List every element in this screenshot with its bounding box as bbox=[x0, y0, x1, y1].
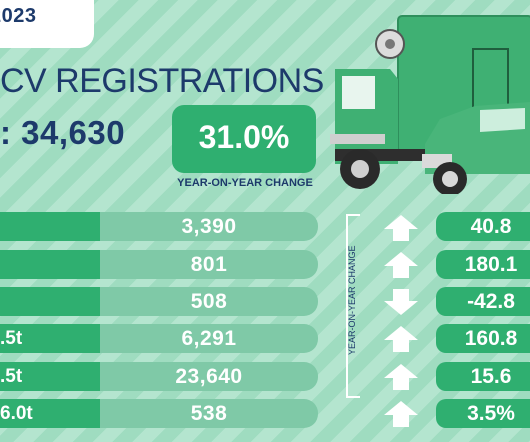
table-row: .5t 23,640 bbox=[0, 362, 320, 391]
table-row: 801 bbox=[0, 250, 320, 279]
table-row: 6.0t 538 bbox=[0, 399, 320, 428]
row-value: 801 bbox=[190, 253, 228, 276]
row-value: 23,640 bbox=[175, 365, 243, 388]
row-value: 3,390 bbox=[181, 215, 237, 238]
table-row: 508 bbox=[0, 287, 320, 316]
change-box: 15.6 bbox=[436, 362, 530, 391]
pickup-icon bbox=[422, 102, 530, 194]
total-registrations: : 34,630 bbox=[0, 114, 126, 151]
row-value: 6,291 bbox=[181, 327, 237, 350]
change-box: 160.8 bbox=[436, 324, 530, 353]
change-value: 3.5% bbox=[467, 402, 515, 425]
change-value: 15.6 bbox=[470, 365, 512, 388]
row-label: .5t bbox=[0, 328, 23, 349]
change-value: 160.8 bbox=[464, 327, 518, 350]
row-value: 508 bbox=[190, 290, 228, 313]
change-box: 40.8 bbox=[436, 212, 530, 241]
row-value: 538 bbox=[190, 402, 228, 425]
table-row: .5t 6,291 bbox=[0, 324, 320, 353]
row-value-box bbox=[100, 399, 318, 428]
change-box: -42.8 bbox=[436, 287, 530, 316]
arrow-up-icon bbox=[384, 364, 418, 390]
headline-change-box: 31.0% bbox=[172, 105, 316, 173]
date-text: 2023 bbox=[0, 5, 37, 27]
row-value-box bbox=[100, 324, 318, 353]
arrow-up-icon bbox=[384, 252, 418, 278]
arrow-up-icon bbox=[384, 215, 418, 241]
change-bracket bbox=[346, 214, 360, 398]
page-title: CV REGISTRATIONS bbox=[0, 62, 324, 100]
arrow-up-icon bbox=[384, 326, 418, 352]
row-value-box bbox=[100, 250, 318, 279]
headline-change-value: 31.0% bbox=[198, 119, 290, 155]
row-value-box bbox=[100, 362, 318, 391]
change-value: -42.8 bbox=[467, 290, 515, 313]
arrow-down-icon bbox=[384, 289, 418, 315]
date-badge: 2023 bbox=[0, 0, 94, 48]
headline-change-caption: YEAR-ON-YEAR CHANGE bbox=[177, 177, 313, 189]
row-label: 6.0t bbox=[0, 403, 33, 424]
table-row: 3,390 bbox=[0, 212, 320, 241]
vehicles-illustration bbox=[330, 15, 530, 194]
side-label: YEAR-ON-YEAR CHANGE bbox=[347, 245, 357, 355]
change-box: 180.1 bbox=[436, 250, 530, 279]
change-box: 3.5% bbox=[436, 399, 530, 428]
row-value-box bbox=[100, 212, 318, 241]
arrow-up-icon bbox=[384, 401, 418, 427]
change-value: 40.8 bbox=[470, 215, 512, 238]
row-label: .5t bbox=[0, 366, 23, 387]
change-value: 180.1 bbox=[464, 253, 518, 276]
row-value-box bbox=[100, 287, 318, 316]
